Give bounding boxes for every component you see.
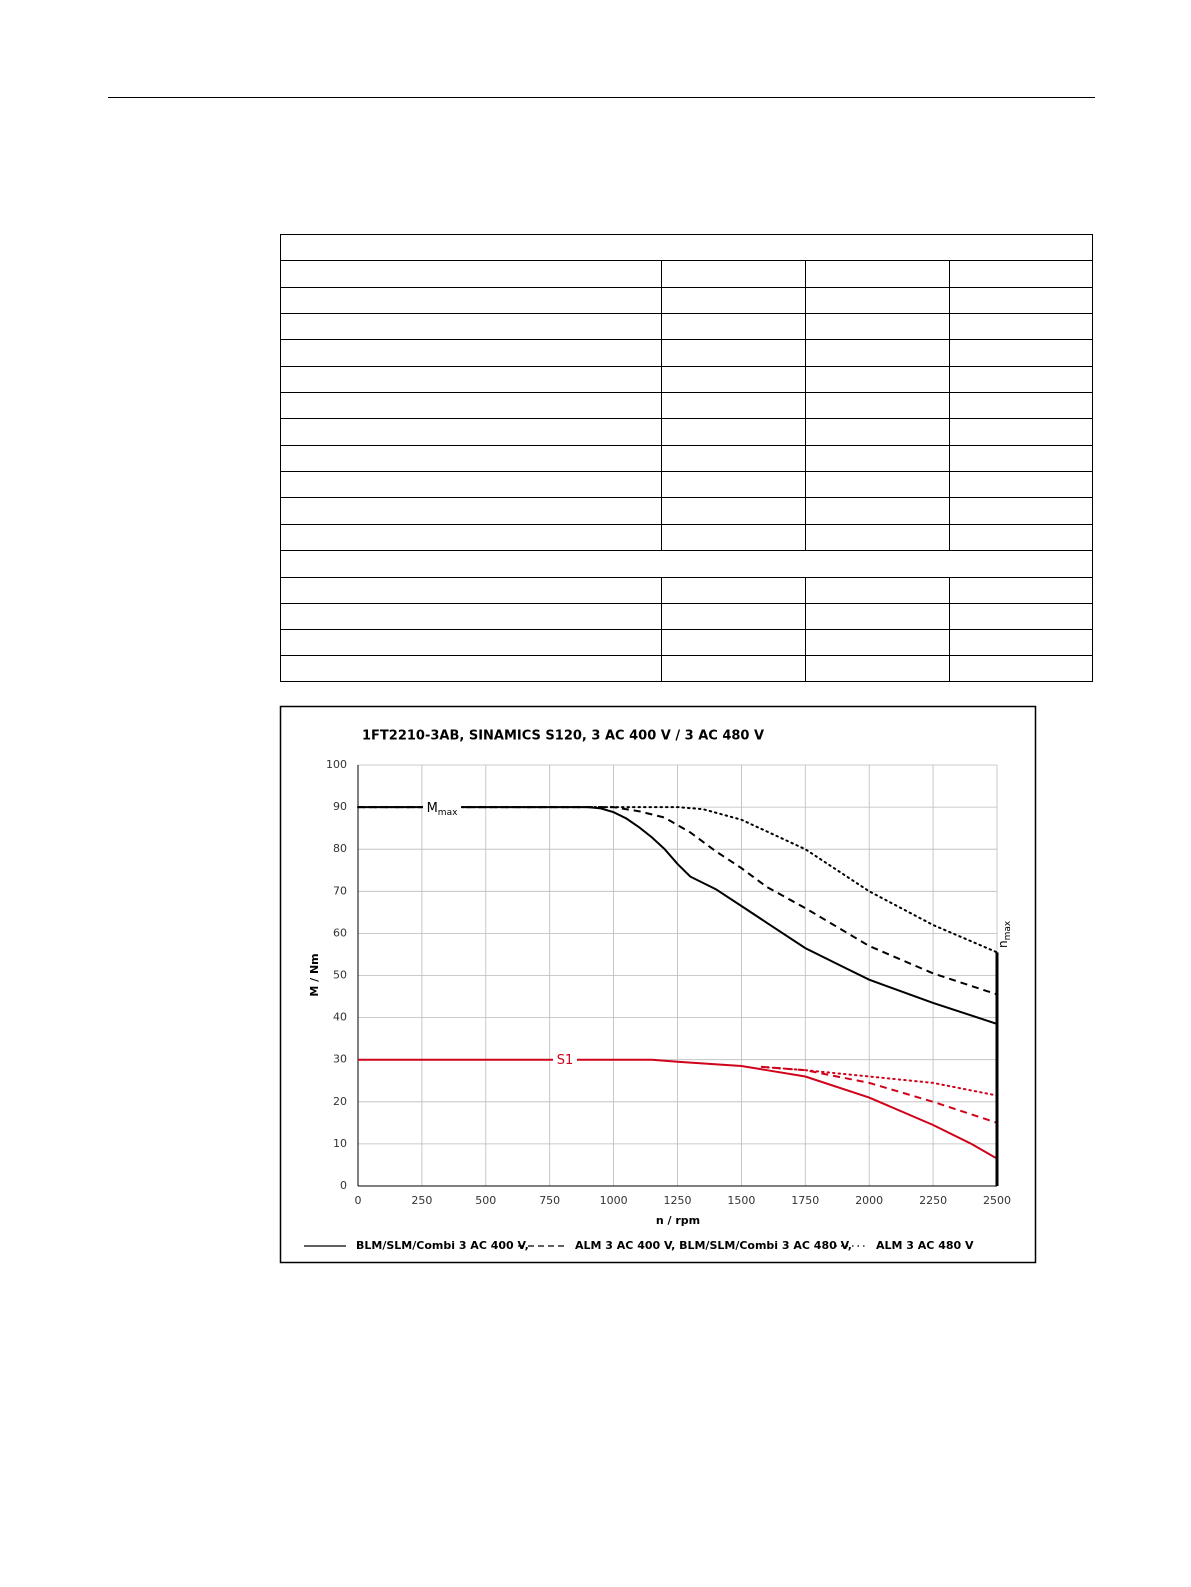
nmax-label: nmax	[996, 920, 1013, 948]
y-axis-label: M / Nm	[308, 953, 321, 996]
x-tick-label: 500	[475, 1194, 496, 1207]
chart-frame	[279, 705, 1037, 1264]
data-line	[357, 806, 998, 954]
data-line	[358, 1058, 998, 1160]
data-line	[760, 1065, 998, 1097]
y-tick-label: 40	[333, 1011, 347, 1024]
x-tick-label: 1500	[727, 1194, 755, 1207]
table-border	[280, 234, 1093, 682]
y-tick-label: 100	[326, 758, 347, 771]
curve-label: Mmax	[427, 801, 459, 818]
curve-label-text: M	[427, 801, 438, 816]
x-tick-label: 1250	[664, 1194, 692, 1207]
table	[280, 234, 1093, 682]
label-backdrop	[553, 1051, 577, 1069]
x-tick-label: 1750	[791, 1194, 819, 1207]
y-tick-label: 90	[333, 800, 347, 813]
legend-label: ALM 3 AC 400 V, BLM/SLM/Combi 3 AC 480 V…	[575, 1239, 852, 1252]
x-tick-label: 0	[355, 1194, 362, 1207]
x-tick-label: 2250	[919, 1194, 947, 1207]
y-tick-label: 50	[333, 969, 347, 982]
x-tick-label: 2000	[855, 1194, 883, 1207]
curve-label-text: S1	[557, 1053, 574, 1068]
legend-label: ALM 3 AC 480 V	[876, 1239, 974, 1252]
x-axis-label: n / rpm	[656, 1214, 700, 1227]
curve-label: S1	[557, 1053, 574, 1068]
x-tick-label: 750	[539, 1194, 560, 1207]
y-tick-label: 0	[340, 1179, 347, 1192]
data-line	[358, 806, 998, 996]
y-tick-label: 30	[333, 1053, 347, 1066]
chart-title: 1FT2210-3AB, SINAMICS S120, 3 AC 400 V /…	[362, 729, 764, 744]
y-tick-label: 20	[333, 1095, 347, 1108]
y-tick-label: 10	[333, 1137, 347, 1150]
x-tick-label: 250	[411, 1194, 432, 1207]
nmax-subscript: max	[1003, 920, 1013, 940]
curve-label-subscript: max	[438, 808, 458, 818]
x-tick-label: 1000	[600, 1194, 628, 1207]
y-tick-label: 70	[333, 884, 347, 897]
x-tick-label: 2500	[983, 1194, 1011, 1207]
y-tick-label: 80	[333, 842, 347, 855]
nmax-symbol: n	[996, 940, 1010, 948]
legend-label: BLM/SLM/Combi 3 AC 400 V,	[356, 1239, 529, 1252]
data-line	[358, 806, 998, 1025]
y-tick-label: 60	[333, 926, 347, 939]
label-backdrop	[423, 799, 461, 817]
